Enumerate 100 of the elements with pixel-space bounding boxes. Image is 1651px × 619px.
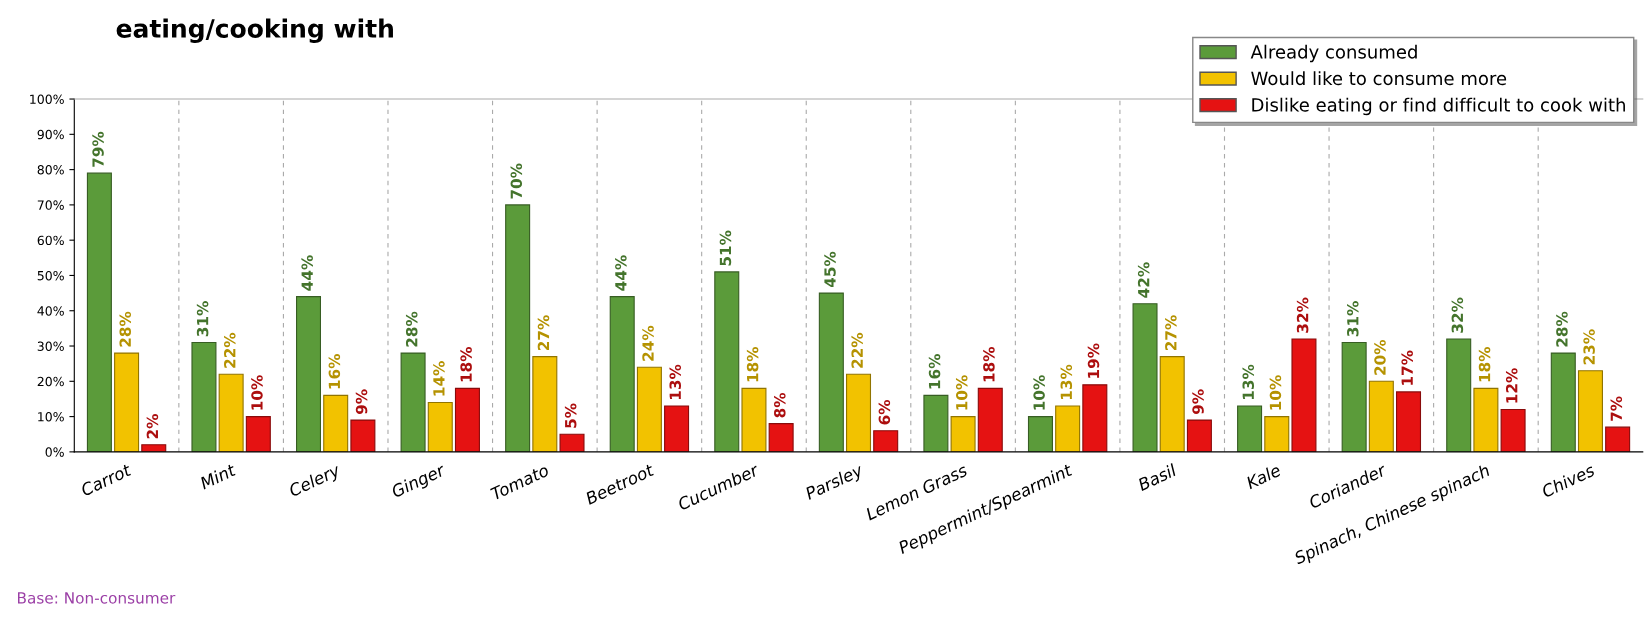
bar: [1264, 416, 1290, 452]
data-label: 10%: [955, 375, 968, 410]
y-tick-label: 0%: [45, 447, 64, 457]
x-tick-label: Basil: [1136, 463, 1178, 492]
data-label: 19%: [1087, 343, 1100, 378]
bar: [505, 204, 531, 452]
bar: [400, 352, 426, 452]
y-tick-label: 90%: [37, 129, 64, 140]
data-label: 45%: [824, 251, 836, 288]
data-label: 20%: [1374, 339, 1386, 375]
bar: [1577, 370, 1603, 452]
y-tick-label: 70%: [37, 200, 64, 210]
bar: [1605, 426, 1631, 452]
y-tick-label: 30%: [37, 341, 64, 351]
data-label: 22%: [851, 332, 863, 368]
bar: [1291, 338, 1317, 452]
bar: [664, 405, 690, 452]
bar: [977, 387, 1003, 452]
data-label: 42%: [1137, 262, 1150, 298]
data-label: 51%: [719, 230, 732, 266]
bar: [1055, 405, 1081, 452]
bar: [1159, 356, 1185, 452]
y-tick-label: 50%: [37, 270, 64, 281]
data-label: 9%: [1192, 389, 1204, 415]
chart-title: eating/cooking with: [116, 18, 393, 43]
bar: [295, 296, 322, 452]
bar: [323, 394, 349, 452]
bar: [141, 444, 167, 452]
x-tick-label: Mint: [198, 462, 237, 490]
data-label: 2%: [146, 414, 159, 439]
data-label: 16%: [328, 354, 341, 389]
legend-label: Already consumed: [1250, 44, 1417, 63]
bar: [1027, 416, 1053, 452]
bar: [818, 292, 844, 452]
bar: [873, 430, 899, 452]
bar: [1237, 405, 1263, 452]
bar: [559, 433, 585, 452]
bar: [923, 394, 949, 452]
data-label: 44%: [615, 255, 627, 291]
data-label: 10%: [251, 375, 263, 410]
data-label: 13%: [669, 364, 682, 399]
y-tick-label: 60%: [37, 235, 64, 246]
data-label: 24%: [642, 325, 654, 361]
data-label: 12%: [1505, 368, 1518, 403]
data-label: 28%: [119, 311, 132, 347]
data-label: 32%: [1296, 297, 1309, 333]
bar: [350, 419, 376, 452]
data-label: 27%: [1165, 315, 1177, 351]
bar: [86, 172, 112, 452]
data-label: 44%: [301, 255, 313, 291]
bar: [1132, 303, 1158, 452]
bar: [191, 341, 217, 452]
data-label: 79%: [92, 131, 104, 167]
y-tick-label: 20%: [37, 376, 64, 387]
bar: [609, 296, 635, 452]
bar: [454, 387, 480, 452]
data-label: 14%: [433, 361, 445, 396]
bar: [1186, 419, 1212, 452]
legend-label: Would like to consume more: [1251, 71, 1507, 86]
data-label: 17%: [1401, 350, 1413, 385]
y-tick-label: 80%: [37, 165, 64, 175]
data-label: 28%: [405, 311, 418, 347]
data-label: 70%: [510, 163, 523, 199]
data-label: 31%: [196, 301, 209, 337]
data-label: 18%: [1478, 346, 1491, 382]
bar: [768, 423, 794, 452]
bar: [741, 387, 767, 452]
bar: [846, 373, 872, 452]
bar: [245, 416, 271, 452]
bar: [1500, 408, 1526, 452]
data-label: 13%: [1242, 364, 1255, 399]
data-label: 18%: [983, 346, 995, 382]
bar: [950, 416, 976, 452]
y-tick-label: 100%: [30, 94, 64, 104]
data-label: 5%: [564, 403, 577, 428]
data-label: 27%: [537, 315, 550, 351]
data-label: 16%: [928, 354, 941, 389]
y-tick-label: 40%: [37, 306, 64, 316]
bar: [636, 366, 662, 452]
data-label: 32%: [1451, 297, 1464, 333]
bar: [1446, 338, 1472, 452]
y-tick-label: 10%: [38, 412, 64, 422]
bar: [532, 356, 558, 452]
data-label: 8%: [774, 392, 786, 418]
x-tick-label: Kale: [1245, 463, 1282, 490]
bar: [427, 401, 453, 452]
data-label: 18%: [746, 346, 759, 382]
bar: [1082, 384, 1108, 452]
bar: [714, 271, 740, 452]
bar: [1396, 391, 1422, 452]
data-label: 23%: [1583, 329, 1595, 365]
bar: [1550, 352, 1576, 452]
bar: [114, 352, 140, 452]
data-label: 10%: [1033, 375, 1045, 410]
data-label: 31%: [1347, 301, 1359, 337]
data-label: 28%: [1556, 311, 1568, 347]
text: Base: Non-consumer: [18, 592, 176, 604]
bar: [1341, 341, 1367, 452]
bar: [1473, 387, 1499, 452]
data-label: 22%: [224, 332, 236, 368]
